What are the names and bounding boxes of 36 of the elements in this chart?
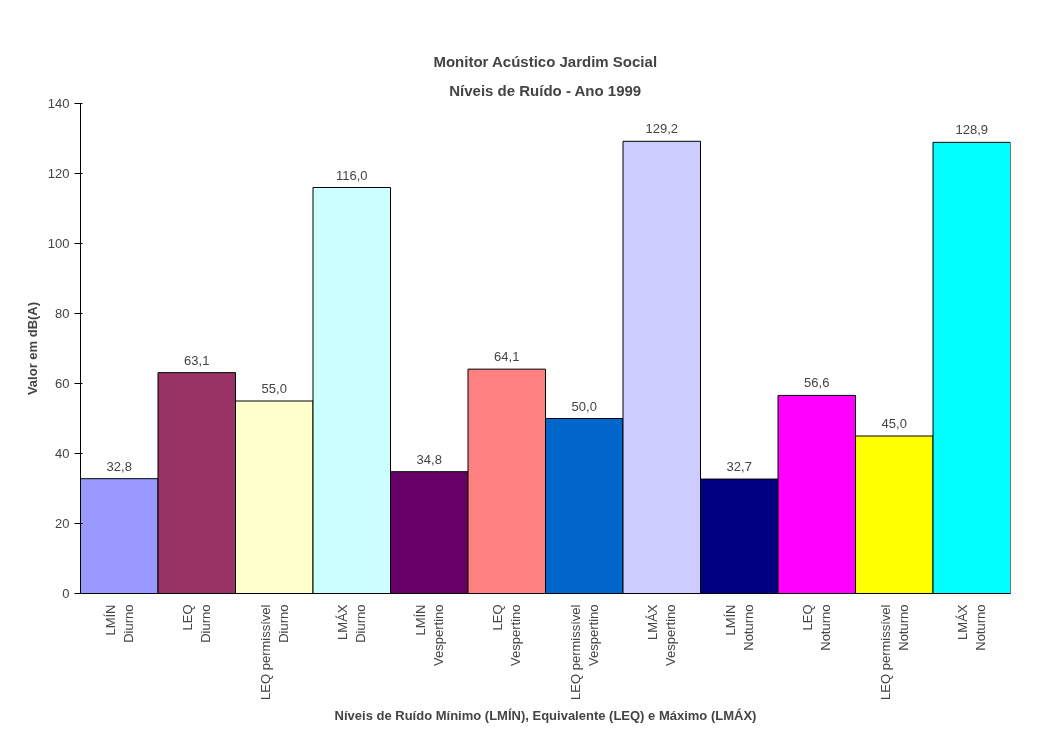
data-label: 34,8 (416, 451, 442, 467)
y-tick-label: 120 (47, 166, 70, 181)
data-label: 32,7 (726, 459, 752, 475)
x-tick-label: LMÁX Noturno (955, 604, 989, 651)
data-label: 55,0 (261, 381, 287, 396)
data-label: 129,2 (645, 121, 679, 137)
y-axis-title: Valor em dB(A) (24, 301, 40, 396)
data-label: 64,1 (494, 349, 520, 365)
x-tick-label: LMÍN Vespertino (412, 604, 446, 666)
data-label: 32,8 (106, 458, 132, 474)
data-label: 56,6 (804, 375, 830, 391)
x-tick-label: LMÁX Vespertino (645, 604, 679, 666)
x-tick-label: LEQ permissível Diurno (257, 604, 291, 700)
data-label: 45,0 (881, 416, 907, 431)
x-tick-label: LMÁX Diurno (335, 604, 369, 643)
chart-subtitle: Níveis de Ruído - Ano 1999 (449, 81, 642, 99)
y-tick-label: 80 (55, 306, 70, 321)
x-tick-label: LMÍN Noturno (722, 604, 756, 651)
x-tick-label: LMÍN Diurno (102, 604, 136, 643)
x-axis-title: Níveis de Ruído Mínimo (LMÍN), Equivalente (LEQ) e Máximo (LMÁX) (334, 707, 757, 723)
y-tick-label: 60 (55, 376, 70, 391)
x-tick-label: LEQ permissível Vespertino (567, 604, 601, 700)
data-label: 116,0 (335, 167, 368, 183)
y-tick-label: 100 (47, 236, 70, 251)
data-label: 63,1 (184, 352, 210, 368)
y-tick-label: 0 (62, 586, 70, 601)
x-tick-label: LEQ permissível Noturno (877, 604, 911, 700)
y-tick-label: 40 (55, 446, 70, 461)
x-tick-label: LEQ Diurno (180, 604, 214, 643)
chart-title: Monitor Acústico Jardim Social (433, 52, 658, 70)
x-tick-label: LEQ Vespertino (490, 604, 524, 666)
data-label: 50,0 (571, 398, 597, 414)
y-tick-label: 20 (55, 516, 70, 531)
y-tick-label: 140 (47, 96, 70, 111)
x-tick-label: LEQ Noturno (800, 604, 834, 651)
data-label: 128,9 (955, 122, 989, 138)
